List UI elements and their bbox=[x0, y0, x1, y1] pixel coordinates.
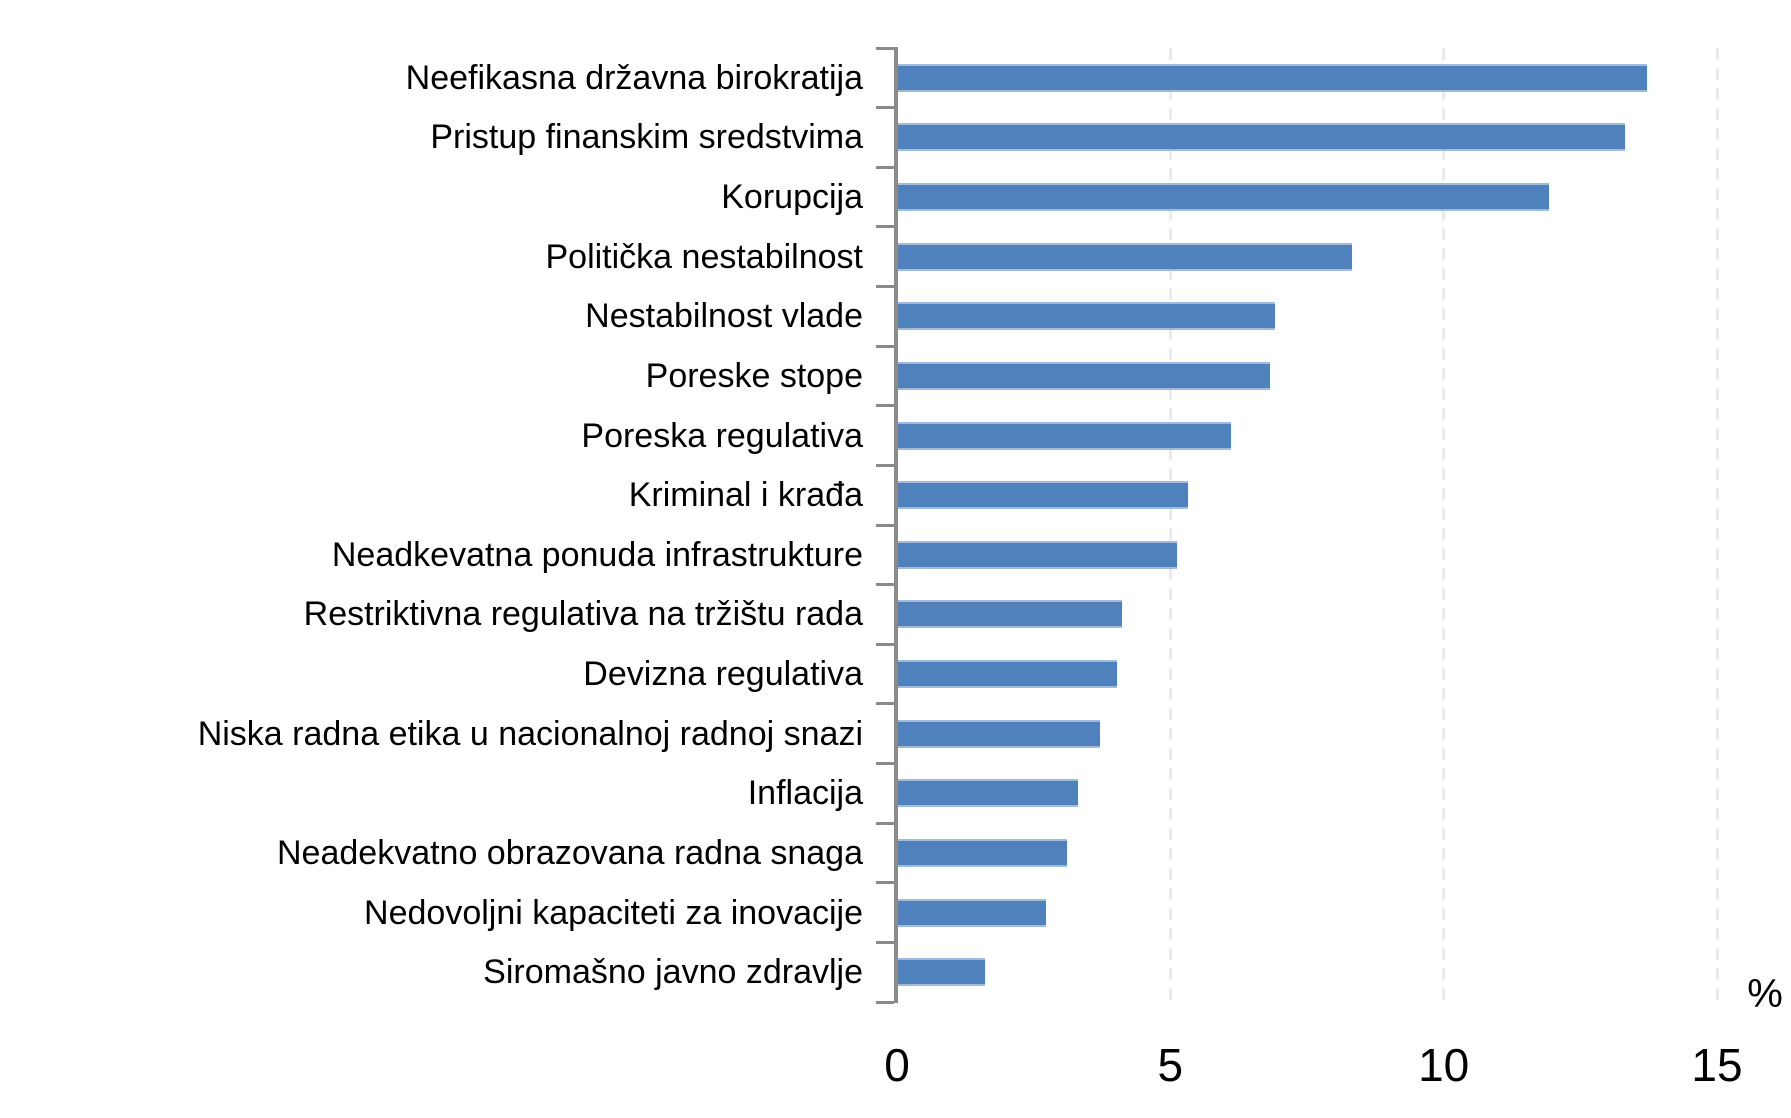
category-label: Restriktivna regulativa na tržištu rada bbox=[303, 595, 863, 634]
bar bbox=[898, 958, 986, 987]
bar bbox=[898, 63, 1647, 92]
y-axis-tick bbox=[876, 46, 894, 50]
bar bbox=[898, 183, 1549, 212]
y-axis-tick bbox=[876, 285, 894, 288]
y-axis-tick bbox=[876, 523, 894, 527]
category-label: Neefikasna državna birokratija bbox=[405, 58, 863, 97]
category-label: Neadkevatna ponuda infrastrukture bbox=[331, 535, 863, 574]
bar bbox=[898, 600, 1123, 629]
y-axis-tick bbox=[876, 404, 894, 408]
gridline-10 bbox=[1442, 48, 1446, 1002]
bar bbox=[898, 481, 1188, 510]
y-axis-tick bbox=[876, 225, 894, 229]
y-axis-tick bbox=[876, 583, 894, 587]
bar bbox=[898, 302, 1276, 331]
category-label: Korupcija bbox=[721, 178, 863, 217]
bar bbox=[898, 719, 1101, 748]
bar bbox=[898, 361, 1270, 390]
x-tick-label-0: 0 bbox=[884, 1039, 910, 1091]
category-label: Inflacija bbox=[747, 774, 863, 813]
y-axis-tick bbox=[876, 344, 894, 348]
y-axis-tick bbox=[876, 881, 894, 885]
y-axis-tick bbox=[876, 642, 894, 646]
category-label: Poreska regulativa bbox=[581, 416, 863, 455]
category-label: Kriminal i krađa bbox=[628, 476, 863, 515]
bar bbox=[898, 242, 1352, 271]
x-axis-unit-label: % bbox=[1747, 972, 1783, 1016]
bar bbox=[898, 540, 1177, 569]
x-tick-label-5: 5 bbox=[1157, 1039, 1184, 1091]
category-label: Nestabilnost vlade bbox=[585, 297, 863, 336]
y-axis-tick bbox=[876, 821, 894, 825]
y-axis-tick bbox=[876, 463, 894, 467]
y-axis-line bbox=[894, 47, 898, 1003]
category-label: Politička nestabilnost bbox=[545, 237, 863, 276]
y-axis-tick bbox=[876, 940, 894, 944]
bar bbox=[898, 838, 1068, 867]
category-label: Poreske stope bbox=[645, 356, 863, 395]
x-tick-label-10: 10 bbox=[1418, 1039, 1470, 1091]
category-label: Devizna regulativa bbox=[583, 655, 863, 694]
bar bbox=[898, 898, 1046, 927]
category-label: Niska radna etika u nacionalnoj radnoj s… bbox=[197, 714, 863, 753]
gridline-5 bbox=[1168, 48, 1172, 1002]
category-label: Nedovoljni kapaciteti za inovacije bbox=[364, 893, 863, 932]
category-label: Siromašno javno zdravlje bbox=[483, 953, 863, 992]
category-label: Neadekvatno obrazovana radna snaga bbox=[277, 833, 863, 872]
x-tick-label-15: 15 bbox=[1691, 1039, 1743, 1091]
y-axis-tick bbox=[876, 106, 894, 110]
y-axis-tick bbox=[876, 702, 894, 706]
category-label: Pristup finanskim sredstvima bbox=[430, 118, 863, 157]
bar bbox=[898, 660, 1117, 689]
bar bbox=[898, 779, 1079, 808]
gridline-15 bbox=[1715, 48, 1719, 1002]
bar bbox=[898, 421, 1232, 450]
bar bbox=[898, 123, 1626, 152]
y-axis-tick bbox=[876, 762, 894, 765]
y-axis-tick bbox=[876, 1000, 894, 1004]
y-axis-tick bbox=[876, 165, 894, 169]
